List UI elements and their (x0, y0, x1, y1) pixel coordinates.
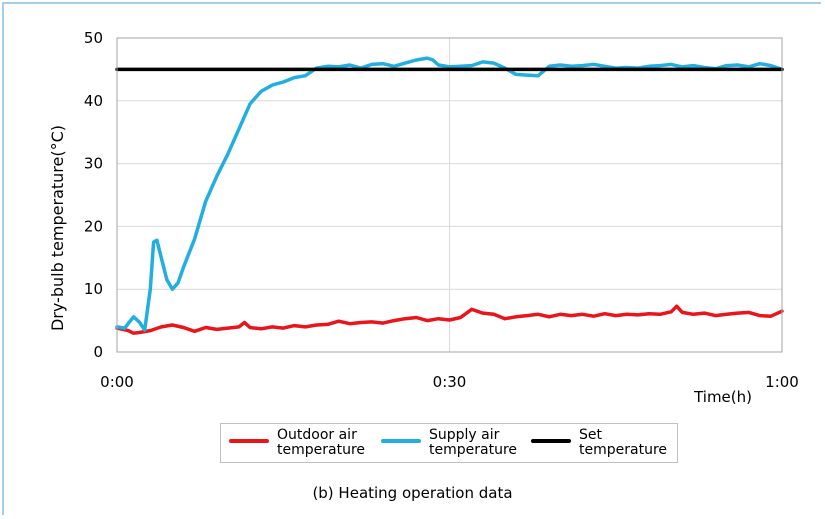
y-tick-label: 20 (84, 217, 103, 235)
axes (116, 37, 783, 353)
grid (116, 37, 783, 353)
y-tick-label: 10 (84, 280, 103, 298)
legend-swatch-outdoor (229, 439, 269, 443)
y-tick-label: 50 (84, 29, 103, 47)
x-tick-label: 0:00 (100, 373, 134, 391)
legend-label-supply: Supply air temperature (429, 427, 517, 458)
y-tick-label: 40 (84, 92, 103, 110)
y-tick-label: 30 (84, 155, 103, 173)
legend-label-set: Set temperature (579, 427, 667, 458)
legend-label-outdoor: Outdoor air temperature (277, 427, 365, 458)
x-tick-label: 1:00 (765, 373, 799, 391)
series-lines (115, 56, 784, 335)
tick-labels: 0 10 20 30 40 50 0:00 0:30 1:00 (84, 29, 799, 391)
legend-swatch-set (531, 439, 571, 443)
series-line-outdoor-air-temperature (115, 304, 784, 335)
figure-caption: (b) Heating operation data (312, 484, 513, 502)
legend: Outdoor air temperature Supply air tempe… (220, 423, 678, 463)
x-tick-label: 0:30 (433, 373, 467, 391)
legend-swatch-supply (381, 439, 421, 443)
y-axis-label: Dry-bulb temperature(°C) (48, 125, 67, 331)
x-axis-label: Time(h) (693, 388, 752, 406)
series-line-supply-air-temperature (115, 56, 784, 332)
y-tick-label: 0 (93, 343, 103, 361)
plot-area-border (116, 37, 783, 353)
